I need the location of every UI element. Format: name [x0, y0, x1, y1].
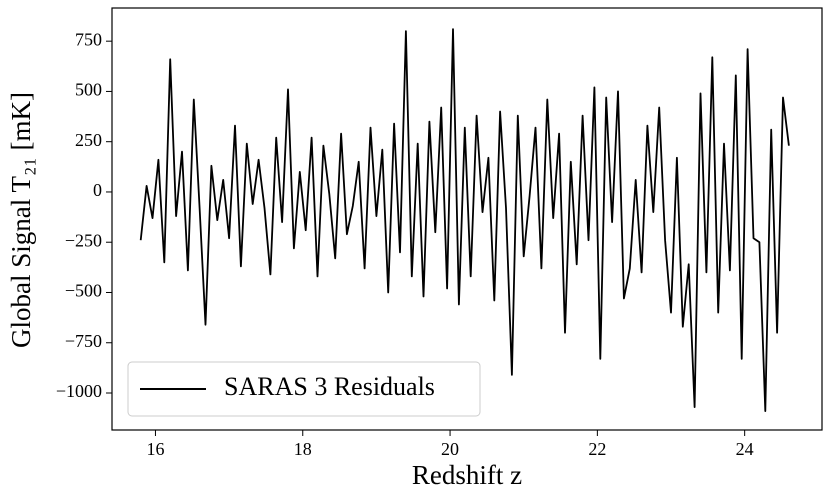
y-tick-label: 500: [75, 80, 102, 100]
y-tick-label: −500: [65, 281, 102, 301]
y-tick-label: 250: [75, 130, 102, 150]
y-tick-label: −250: [65, 230, 102, 250]
y-axis-label: Global Signal T₂₁ [mK]: [6, 92, 36, 348]
x-axis-label: Redshift z: [412, 460, 522, 490]
legend-label: SARAS 3 Residuals: [224, 372, 435, 401]
y-tick-label: 750: [75, 29, 102, 49]
x-tick-label: 16: [146, 439, 164, 459]
y-tick-label: 0: [93, 180, 102, 200]
x-tick-label: 24: [736, 439, 754, 459]
legend-box: [127, 361, 481, 417]
x-tick-label: 18: [294, 439, 312, 459]
x-tick-label: 22: [588, 439, 606, 459]
y-tick-label: −750: [65, 331, 102, 351]
line: [139, 28, 790, 412]
x-tick-label: 20: [441, 439, 459, 459]
y-tick-label: −1000: [56, 381, 102, 401]
plot-frame: [111, 7, 823, 431]
